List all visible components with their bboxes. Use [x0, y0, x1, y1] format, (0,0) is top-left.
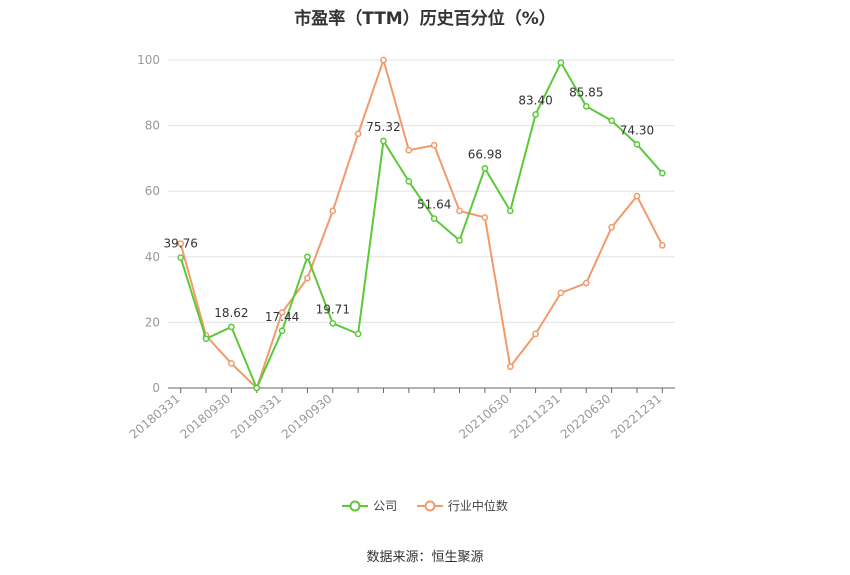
data-point-company: [405, 178, 413, 185]
data-point-company: [658, 169, 666, 177]
data-label: 75.32: [366, 120, 400, 134]
data-label: 51.64: [417, 198, 451, 212]
data-point-company: [456, 237, 463, 244]
data-source: 数据来源：恒生聚源: [366, 550, 484, 565]
legend-item-company[interactable]: 公司: [342, 497, 397, 514]
data-point-industry-median: [532, 330, 539, 338]
x-tick-label: 20180331: [127, 392, 183, 442]
legend-label-company: 公司: [373, 499, 398, 513]
legend: 公司 行业中位数: [0, 497, 850, 515]
data-point-industry-median: [329, 207, 337, 215]
series-line-company: [179, 61, 664, 389]
data-point-company: [506, 207, 514, 215]
data-point-industry-median: [658, 241, 666, 249]
x-tick-label: 20190930: [279, 392, 335, 442]
data-point-industry-median: [557, 289, 565, 297]
x-tick-label: 20221231: [608, 392, 664, 442]
data-label: 18.62: [214, 306, 248, 320]
data-point-industry-median: [456, 207, 463, 215]
data-point-company: [608, 117, 615, 125]
y-tick-label: 0: [152, 381, 160, 395]
data-label: 83.40: [518, 93, 552, 107]
x-tick-label: 20220630: [558, 392, 614, 442]
chart-title: 市盈率（TTM）历史百分位（%）: [294, 9, 556, 29]
x-tick-label: 20190331: [228, 392, 284, 442]
grid-lines: [168, 59, 675, 323]
data-point-industry-median: [228, 360, 235, 367]
data-labels: 39.76 18.62 17.44 19.71 75.32 51.64 66.98 83.40…: [163, 85, 654, 323]
data-point-company: [557, 59, 565, 66]
x-tick-label: 20211231: [507, 392, 563, 442]
data-point-company: [380, 137, 387, 145]
y-tick-label: 100: [137, 53, 160, 67]
legend-label-industry-median: 行业中位数: [447, 499, 508, 513]
data-label: 19.71: [316, 302, 350, 316]
data-label: 85.85: [569, 85, 603, 99]
data-point-company: [278, 327, 286, 335]
data-point-company: [582, 103, 590, 110]
data-point-company: [633, 140, 641, 148]
data-point-industry-median: [430, 141, 438, 149]
data-point-company: [177, 254, 185, 261]
y-tick-label: 80: [145, 119, 160, 133]
data-label: 74.30: [620, 123, 654, 137]
x-tick-label: 20180930: [178, 392, 234, 442]
data-point-industry-median: [405, 146, 413, 154]
data-point-industry-median: [380, 56, 387, 64]
data-point-industry-median: [481, 214, 489, 221]
data-point-company: [532, 111, 539, 118]
data-point-company: [228, 323, 235, 331]
data-point-company: [329, 320, 337, 327]
data-point-industry-median: [278, 309, 286, 316]
data-point-industry-median: [506, 363, 514, 371]
y-tick-label: 60: [145, 184, 160, 198]
data-point-industry-median: [633, 192, 641, 200]
data-point-company: [304, 253, 311, 261]
data-point-industry-median: [608, 223, 615, 231]
data-point-industry-median: [354, 130, 362, 138]
data-label: 66.98: [468, 147, 502, 161]
data-point-industry-median: [177, 240, 185, 248]
y-tick-label: 40: [145, 250, 160, 264]
data-label: 17.44: [265, 310, 299, 324]
data-point-company: [430, 215, 438, 222]
data-point-industry-median: [304, 274, 311, 282]
legend-marker-company: [342, 500, 369, 511]
data-point-company: [481, 164, 489, 172]
data-label: 39.76: [163, 237, 197, 251]
y-tick-label: 20: [145, 315, 160, 329]
data-point-company: [253, 384, 261, 392]
series-line-industry-median: [179, 59, 664, 389]
series-layer: [177, 56, 666, 392]
x-tick-label: 20210630: [456, 392, 512, 442]
legend-item-industry-median[interactable]: 行业中位数: [416, 497, 508, 514]
data-point-industry-median: [582, 279, 590, 287]
legend-marker-industry-median: [416, 500, 443, 511]
data-point-company: [354, 330, 362, 338]
data-point-company: [202, 335, 210, 343]
axes: 0 20 40 60 80 100 2018033120180930201903312019…: [127, 53, 675, 442]
